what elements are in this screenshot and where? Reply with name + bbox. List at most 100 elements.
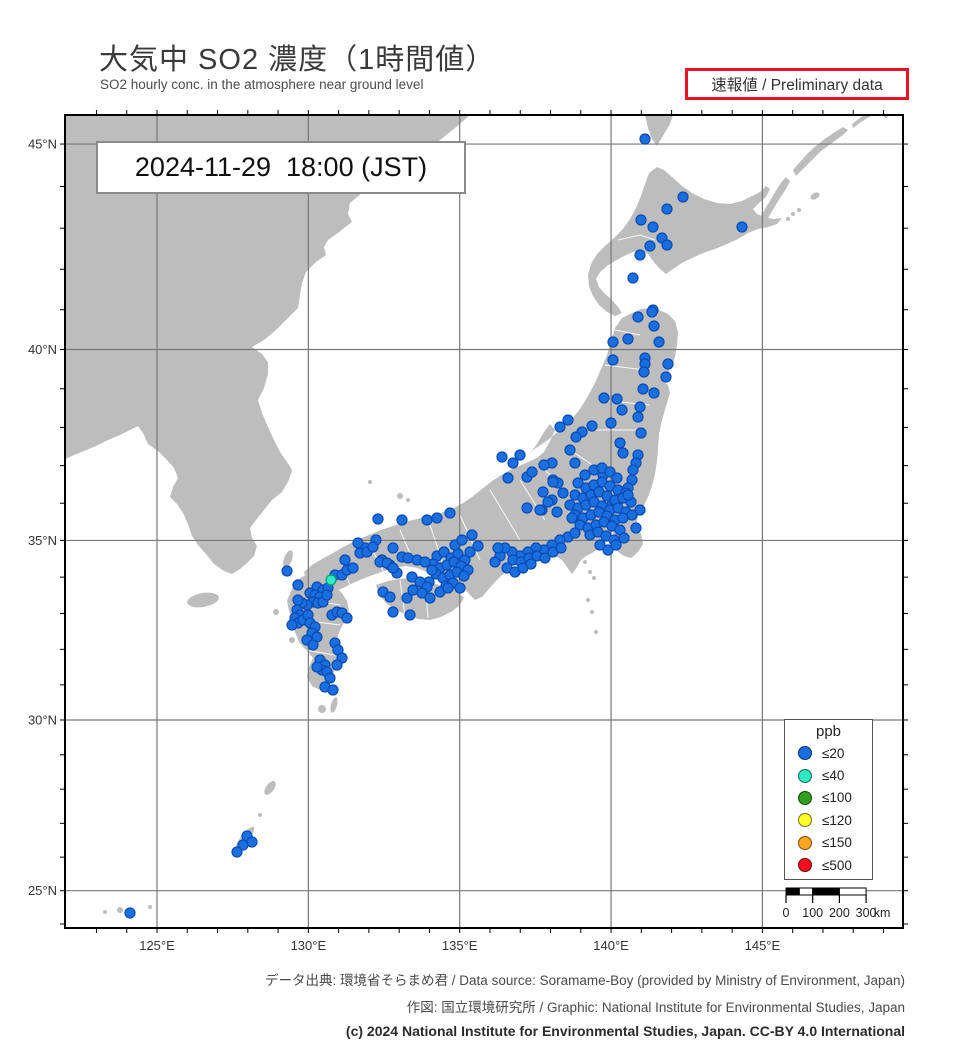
station-dot (416, 587, 428, 599)
island (406, 498, 410, 502)
legend-item-label: ≤120 (822, 812, 852, 828)
station-dot (472, 540, 484, 552)
footer-copyright: (c) 2024 National Institute for Environm… (345, 1023, 905, 1039)
island (810, 192, 820, 200)
legend-color-dot (798, 768, 812, 783)
station-dot (647, 221, 659, 233)
latitude-label: 30°N (28, 712, 57, 727)
station-dot (387, 562, 399, 574)
island (583, 560, 587, 564)
latitude-label: 25°N (28, 883, 57, 898)
station-dot (384, 591, 396, 603)
station-dot (660, 371, 672, 383)
island (318, 705, 326, 713)
island (786, 217, 790, 221)
station-dot (607, 336, 619, 348)
island (586, 598, 590, 602)
station-dot (438, 546, 450, 558)
station-dot (634, 504, 646, 516)
station-dot (281, 565, 293, 577)
scale-bar-tick-label: 100 (802, 906, 823, 920)
island (590, 610, 594, 614)
station-dot (431, 512, 443, 524)
scale-bar-unit: km (874, 906, 891, 920)
page-title: 大気中 SO2 濃度（1時間値） (99, 44, 496, 76)
station-dot (307, 639, 319, 651)
scale-bar-segment (838, 887, 867, 896)
legend-item-label: ≤100 (822, 790, 852, 806)
station-dot (387, 606, 399, 618)
station-dot (426, 564, 438, 576)
map-frame (64, 114, 904, 929)
island (103, 910, 107, 914)
station-dot (639, 133, 651, 145)
station-dot (602, 544, 614, 556)
island (258, 813, 262, 817)
station-dot (570, 431, 582, 443)
scale-bar: 0 100 200 300 km (779, 883, 914, 928)
station-dot (442, 582, 454, 594)
station-dot (496, 451, 508, 463)
prefecture-border (604, 364, 646, 371)
legend-color-dot (798, 835, 812, 850)
island (588, 570, 592, 574)
station-dot (404, 609, 416, 621)
station-dot (489, 556, 501, 568)
legend-item-0: ≤20 (785, 742, 872, 764)
station-dot (324, 672, 336, 684)
station-dot (661, 203, 673, 215)
station-dot (555, 542, 567, 554)
station-dot (456, 534, 468, 546)
station-dot (458, 570, 470, 582)
station-dot (634, 249, 646, 261)
island (289, 637, 295, 643)
station-dot (539, 552, 551, 564)
island (397, 493, 403, 499)
station-dot (611, 472, 623, 484)
station-dot (604, 466, 616, 478)
station-dot (526, 466, 538, 478)
scale-bar-segment (812, 887, 840, 896)
landmass (757, 177, 790, 228)
legend-item-label: ≤40 (822, 768, 845, 784)
station-dot (622, 489, 634, 501)
station-dot (292, 579, 304, 591)
island (264, 781, 276, 795)
station-dot (630, 522, 642, 534)
station-dot (327, 684, 339, 696)
island (368, 480, 372, 484)
station-dot (569, 527, 581, 539)
island (594, 630, 598, 634)
footer-graphic-credit: 作図: 国立環境研究所 / Graphic: National Institut… (406, 1000, 905, 1015)
preliminary-data-label: 速報値 / Preliminary data (711, 77, 883, 94)
station-dot (502, 472, 514, 484)
station-dot (622, 333, 634, 345)
station-dot (419, 556, 431, 568)
legend-item-3: ≤120 (785, 809, 872, 831)
station-dot (454, 582, 466, 594)
station-dot (611, 393, 623, 405)
scale-bar-tick-label: 300 (856, 906, 877, 920)
station-dot (542, 496, 554, 508)
longitude-label: 125°E (139, 938, 175, 953)
prefecture-border (614, 329, 641, 336)
station-dot (648, 320, 660, 332)
island (576, 410, 596, 426)
station-dot (521, 502, 533, 514)
station-dot (387, 542, 399, 554)
station-dot (662, 358, 674, 370)
station-dot (331, 659, 343, 671)
island (148, 905, 152, 909)
station-dot (557, 487, 569, 499)
legend-item-5: ≤500 (785, 854, 872, 876)
landmass (645, 115, 673, 146)
station-dot (424, 592, 436, 604)
station-dot (406, 571, 418, 583)
island (791, 212, 795, 216)
landmass (588, 167, 782, 316)
station-dot (635, 214, 647, 226)
station-dot (598, 392, 610, 404)
station-dot (644, 240, 656, 252)
station-dot (566, 512, 578, 524)
